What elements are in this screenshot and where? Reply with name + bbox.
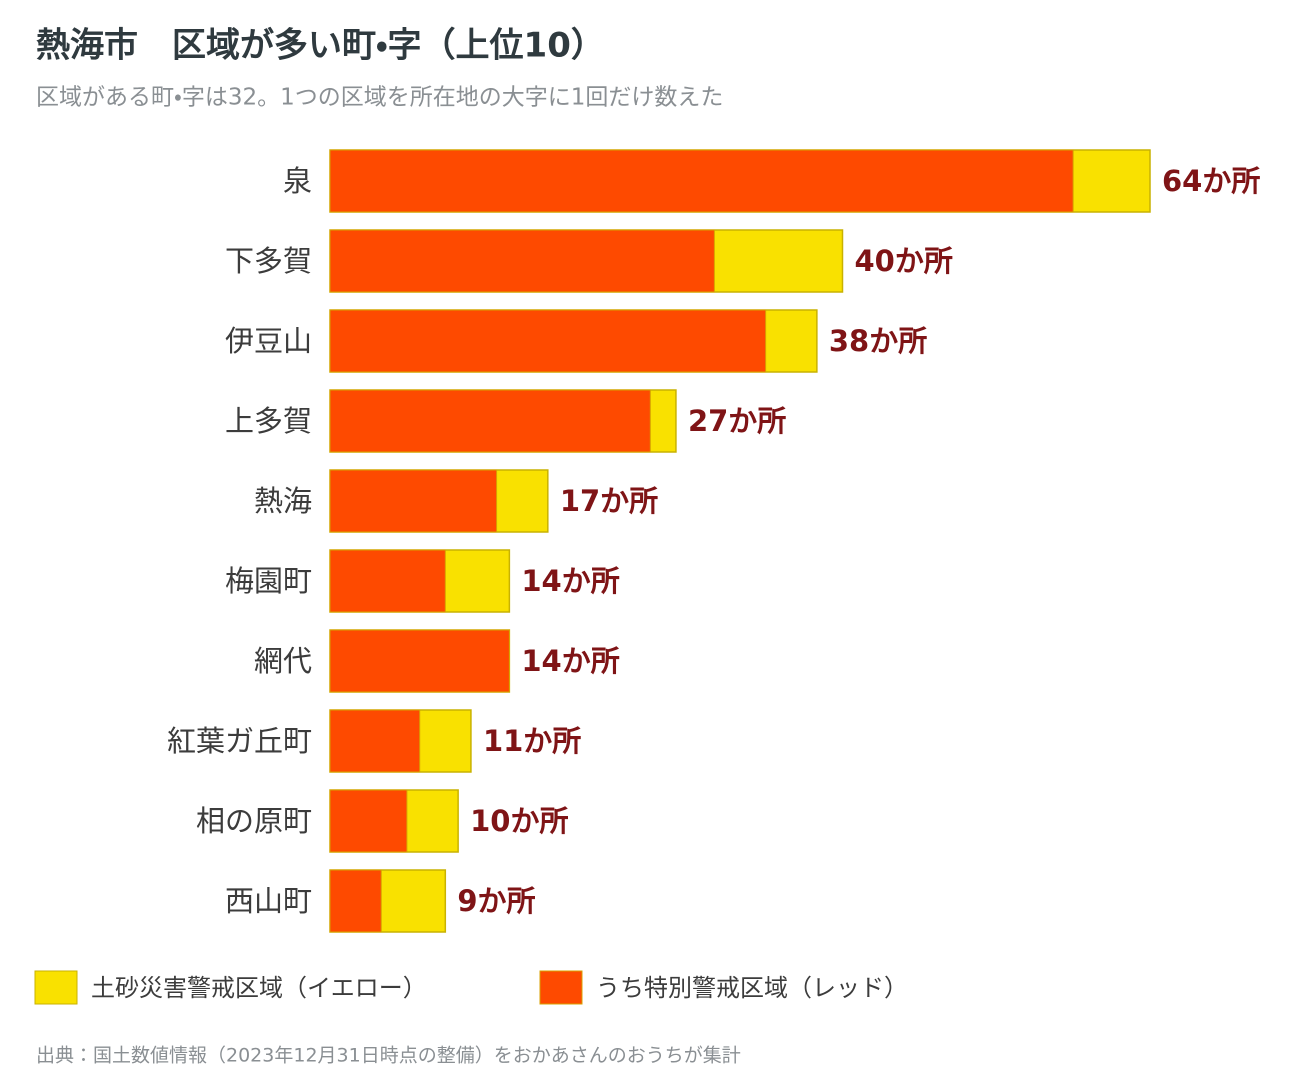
category-label: 伊豆山 (225, 324, 312, 358)
category-label: 紅葉ガ丘町 (167, 724, 312, 758)
category-label: 梅園町 (225, 564, 312, 598)
bar (329, 389, 651, 453)
bar (329, 869, 382, 933)
chart-subtitle: 区域がある町・字は32。1つの区域を所在地の大字に1回だけ数えた (36, 85, 723, 111)
bar (329, 549, 446, 613)
bar (329, 709, 421, 773)
value-label: 38か所 (829, 324, 927, 358)
category-label: 下多賀 (225, 244, 312, 278)
category-label: 西山町 (225, 884, 312, 918)
legend-label: うち特別警戒区域（レッド） (596, 974, 908, 1002)
chart-title: 熱海市 区域が多い町・字（上位10） (36, 26, 605, 66)
legend-label: 土砂災害警戒区域（イエロー） (91, 974, 427, 1002)
value-label: 17か所 (560, 484, 658, 518)
legend-swatch (34, 970, 78, 1005)
category-label: 上多賀 (225, 404, 312, 438)
value-label: 14か所 (521, 644, 619, 678)
bar (329, 229, 715, 293)
bar (329, 469, 498, 533)
category-label: 泉 (283, 164, 312, 198)
value-label: 27か所 (688, 404, 786, 438)
category-label: 熱海 (254, 484, 312, 518)
bar (329, 629, 510, 693)
value-label: 64か所 (1162, 164, 1260, 198)
legend-swatch (539, 970, 583, 1005)
value-label: 40か所 (855, 244, 953, 278)
bar (329, 789, 408, 853)
category-label: 網代 (254, 644, 312, 678)
bar (329, 149, 1074, 213)
category-label: 相の原町 (196, 804, 312, 838)
bar (329, 309, 767, 373)
value-label: 11か所 (483, 724, 581, 758)
value-label: 14か所 (521, 564, 619, 598)
value-label: 9か所 (457, 884, 535, 918)
source-note: 出典：国土数値情報（2023年12月31日時点の整備）をおかあさんのおうちが集計 (36, 1045, 741, 1067)
value-label: 10か所 (470, 804, 568, 838)
